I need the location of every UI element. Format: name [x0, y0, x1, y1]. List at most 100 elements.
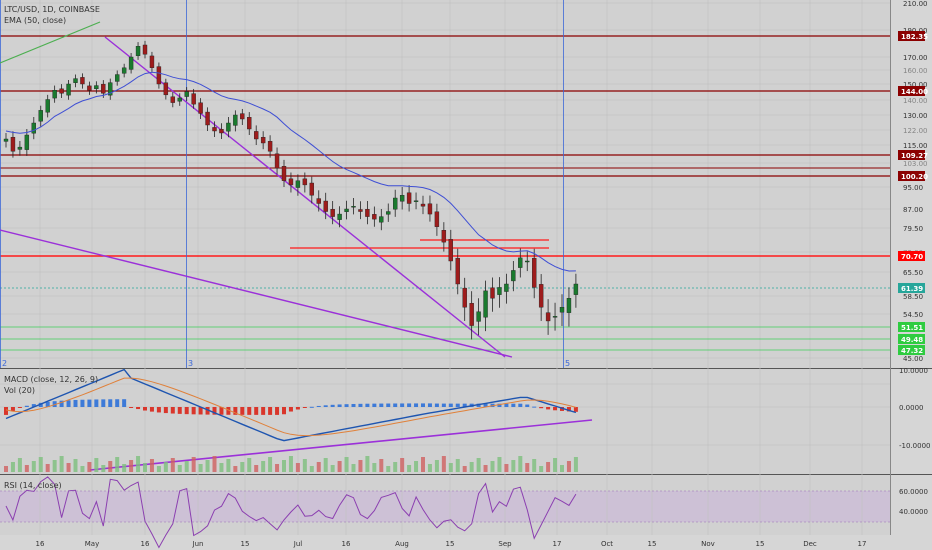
- macd-bar: [393, 403, 398, 407]
- price-tag-bg: [898, 150, 925, 160]
- candle-body: [532, 257, 537, 288]
- macd-bar: [288, 407, 293, 412]
- macd-bar: [38, 402, 43, 407]
- volume-bar: [170, 458, 175, 472]
- volume-bar: [393, 462, 398, 472]
- candlesticks: [3, 40, 579, 340]
- candle-body: [559, 307, 565, 313]
- candle-body: [177, 97, 182, 102]
- volume-bar: [275, 464, 280, 472]
- macd-bar: [94, 399, 99, 407]
- macd-bar: [532, 406, 537, 408]
- volume-bar: [302, 459, 307, 472]
- volume-bar: [94, 458, 99, 472]
- volume-bar: [532, 459, 537, 472]
- candle-body: [566, 298, 572, 313]
- volume-bar: [80, 466, 85, 472]
- time-tick-label: 15: [648, 540, 657, 548]
- volume-bar: [469, 462, 474, 472]
- macd-bar: [400, 403, 405, 407]
- macd-bar: [573, 407, 578, 412]
- price-tag-bg: [898, 86, 925, 96]
- macd-bar: [212, 407, 217, 415]
- candle-body: [94, 85, 99, 90]
- volume-bar: [226, 459, 231, 472]
- volume-bar: [483, 465, 488, 472]
- price-tag-label: 100.20: [901, 173, 928, 181]
- macd-bar: [143, 407, 147, 411]
- volume-bar: [45, 464, 50, 472]
- price-tick-label: 45.00: [903, 355, 923, 363]
- volume-bar: [414, 461, 419, 472]
- rsi-line: [5, 476, 577, 549]
- candle-body: [337, 213, 342, 220]
- volume-bar: [316, 462, 321, 472]
- candle-body: [73, 78, 78, 83]
- price-tick-label: 170.00: [903, 54, 928, 62]
- volume-bar: [518, 456, 523, 472]
- candle-body: [448, 239, 453, 262]
- macd-tick-label: 0.0000: [899, 404, 924, 412]
- volume-bar: [219, 463, 224, 472]
- volume-bar: [212, 456, 217, 472]
- volume-bar: [10, 462, 15, 472]
- price-tag-bg: [898, 322, 925, 332]
- macd-bar: [441, 403, 446, 407]
- candle-body: [344, 208, 349, 212]
- macd-bar: [358, 403, 363, 407]
- volume-bar: [490, 461, 495, 472]
- macd-bar: [184, 407, 189, 415]
- time-axis[interactable]: 16 May 16 Jun 15 Jul 16 Aug 15 Sep 17 Oct 15 Nov 15 Dec…: [36, 540, 867, 548]
- bottom-axis-bg: [0, 535, 932, 550]
- candle-body: [149, 55, 155, 68]
- candle-body: [267, 140, 273, 152]
- macd-bar: [275, 407, 280, 415]
- time-tick-label: Jun: [192, 540, 204, 548]
- macd-bar: [66, 400, 71, 407]
- candle-body: [108, 82, 113, 96]
- macd-bar: [87, 399, 92, 407]
- candle-body: [393, 197, 398, 210]
- candle-body: [420, 203, 426, 207]
- volume-bar: [268, 457, 273, 472]
- volume-bar: [365, 456, 370, 472]
- candle-body: [323, 200, 328, 212]
- price-tag-label: 61.39: [901, 285, 923, 293]
- candle-body: [3, 138, 9, 142]
- macd-bar: [504, 403, 509, 407]
- macd-bar: [240, 407, 245, 415]
- price-tag-label: 109.27: [901, 152, 928, 160]
- macd-bar: [483, 403, 488, 407]
- volume-bar: [198, 464, 203, 472]
- volume-bar: [421, 457, 425, 472]
- macd-bar: [455, 403, 460, 407]
- candle-body: [247, 116, 252, 130]
- time-tick-label: 16: [141, 540, 150, 548]
- candle-body: [386, 211, 391, 215]
- signal-line: [5, 377, 577, 437]
- macd-bar: [525, 404, 530, 407]
- candle-body: [525, 260, 530, 263]
- macd-bar: [309, 406, 314, 408]
- price-tick-label: 150.00: [903, 81, 928, 89]
- macd-bar: [233, 407, 238, 415]
- candle-body: [205, 111, 210, 126]
- candle-body: [135, 46, 141, 56]
- candle-body: [87, 85, 92, 91]
- macd-legend: MACD (close, 12, 26, 9): [4, 375, 98, 384]
- macd-bar: [282, 407, 286, 415]
- time-tick-label: 17: [553, 540, 562, 548]
- macd-bar: [566, 407, 571, 412]
- candle-body: [469, 303, 474, 326]
- macd-bar: [247, 407, 252, 415]
- candle-body: [191, 93, 196, 105]
- price-tag-bg: [898, 283, 925, 293]
- volume-bar: [4, 466, 8, 472]
- price-tag-label: 47.32: [901, 347, 923, 355]
- macd-bar: [434, 403, 439, 407]
- time-tick-label: 15: [241, 540, 250, 548]
- volume-bar: [295, 463, 300, 472]
- candle-body: [434, 211, 440, 227]
- macd-bar: [337, 404, 342, 407]
- candle-body: [226, 122, 231, 132]
